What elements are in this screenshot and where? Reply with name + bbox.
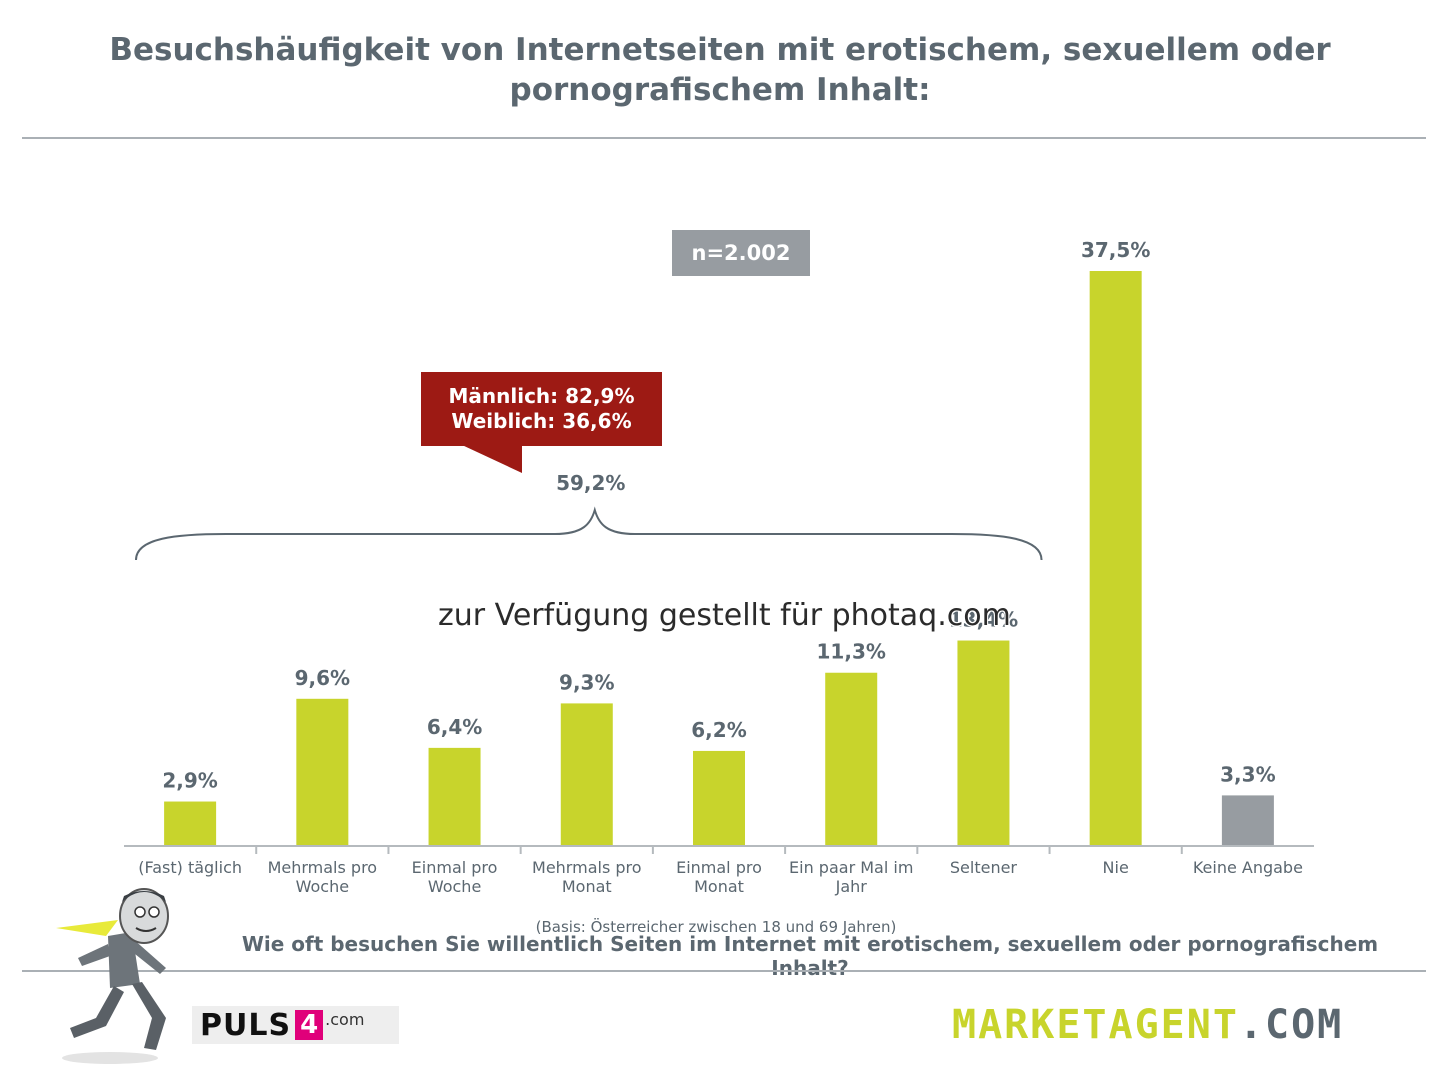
callout-female: Weiblich: 36,6%: [451, 409, 632, 433]
data-label: 6,4%: [427, 715, 482, 739]
bar: [1221, 795, 1274, 846]
tick-label: Monat: [694, 877, 744, 896]
callout-tail: [462, 445, 522, 473]
gender-callout: Männlich: 82,9% Weiblich: 36,6%: [421, 372, 662, 446]
data-label: 9,3%: [559, 670, 614, 694]
tick-label: Einmal pro: [676, 858, 762, 877]
marketagent-logo-suffix: .COM: [1238, 1002, 1344, 1048]
top-divider: [22, 137, 1426, 139]
puls4-logo-digit: 4: [295, 1010, 324, 1040]
data-label: 37,5%: [1081, 238, 1150, 262]
sample-size-badge: n=2.002: [672, 230, 810, 276]
marketagent-logo: MARKETAGENT.COM: [952, 1002, 1343, 1048]
bottom-divider: [22, 970, 1426, 972]
data-label: 2,9%: [162, 769, 217, 793]
puls4-logo-text: PULS: [200, 1007, 292, 1043]
puls4-logo: PULS 4 .com: [192, 1006, 399, 1044]
bar: [296, 698, 349, 846]
puls4-logo-suffix: .com: [325, 1010, 365, 1029]
tick-label: (Fast) täglich: [138, 858, 242, 877]
data-label: 13,4%: [949, 608, 1018, 632]
tick-label: Seltener: [950, 858, 1018, 877]
chart-title: Besuchshäufigkeit von Internetseiten mit…: [109, 32, 1331, 108]
bar: [428, 747, 481, 846]
data-label: 6,2%: [691, 718, 746, 742]
bar: [560, 703, 613, 846]
data-label: 3,3%: [1220, 762, 1275, 786]
tick-label: Woche: [296, 877, 349, 896]
callout-male: Männlich: 82,9%: [448, 384, 635, 408]
group-brace: [135, 506, 1043, 561]
bar: [957, 640, 1010, 846]
basis-note: (Basis: Österreicher zwischen 18 und 69 …: [535, 918, 897, 936]
tick-label: Mehrmals pro: [268, 858, 378, 877]
bar: [693, 750, 745, 846]
tick-label: Nie: [1103, 858, 1129, 877]
group-total-label: 59,2%: [556, 471, 625, 495]
tick-label: Monat: [562, 877, 612, 896]
tick-label: Jahr: [835, 877, 868, 896]
data-label: 11,3%: [817, 640, 886, 664]
bar: [825, 672, 878, 846]
tick-label: Ein paar Mal im: [789, 858, 913, 877]
marketagent-logo-main: MARKETAGENT: [952, 1002, 1239, 1048]
tick-label: Keine Angabe: [1193, 858, 1303, 877]
survey-question: Wie oft besuchen Sie willentlich Seiten …: [241, 932, 1379, 980]
watermark: zur Verfügung gestellt für photaq.com: [438, 598, 1011, 633]
tick-label: Woche: [428, 877, 481, 896]
tick-label: Einmal pro: [412, 858, 498, 877]
running-mascot-icon: [56, 888, 169, 1064]
bar: [164, 801, 217, 846]
data-label: 9,6%: [295, 666, 350, 690]
bar: [1089, 271, 1142, 846]
tick-label: Mehrmals pro: [532, 858, 642, 877]
